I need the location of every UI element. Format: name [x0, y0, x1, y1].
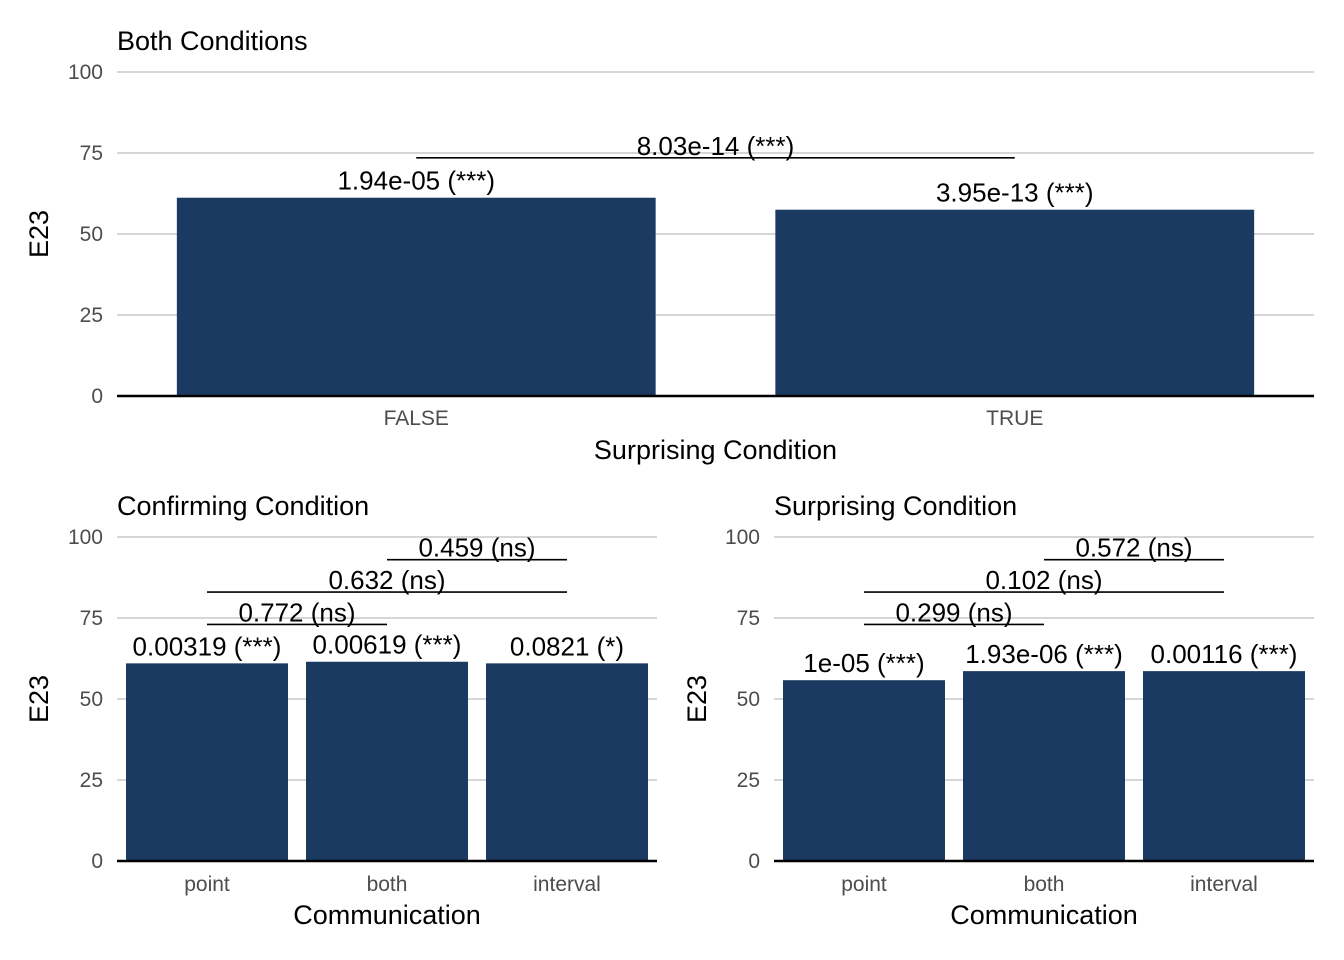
- x-tick-label: both: [367, 873, 408, 896]
- x-axis-title: Communication: [950, 900, 1138, 930]
- y-tick-label: 25: [80, 304, 103, 327]
- y-tick-label: 50: [80, 688, 103, 711]
- y-tick-label: 100: [725, 526, 760, 549]
- y-axis-title: E23: [24, 210, 54, 258]
- bar-value-label: 0.0821 (*): [510, 631, 624, 661]
- x-tick-label: both: [1024, 873, 1065, 896]
- x-tick-label: interval: [1190, 873, 1258, 896]
- comparison-label: 0.102 (ns): [985, 565, 1102, 595]
- bar-point: [783, 680, 945, 861]
- comparison-label: 0.772 (ns): [238, 597, 355, 627]
- comparison-label: 8.03e-14 (***): [637, 131, 795, 161]
- bar-value-label: 3.95e-13 (***): [936, 178, 1094, 208]
- bar-false: [176, 197, 656, 396]
- comparison-label: 0.459 (ns): [418, 533, 535, 563]
- y-tick-label: 75: [80, 142, 103, 165]
- y-tick-label: 25: [80, 769, 103, 792]
- x-tick-label: TRUE: [986, 407, 1043, 430]
- y-tick-label: 100: [68, 526, 103, 549]
- y-axis-title: E23: [24, 675, 54, 723]
- y-tick-label: 0: [91, 385, 103, 408]
- bar-value-label: 1e-05 (***): [803, 648, 924, 678]
- comparison-label: 0.299 (ns): [895, 597, 1012, 627]
- x-tick-label: interval: [533, 873, 601, 896]
- chart-title: Confirming Condition: [117, 491, 369, 521]
- bar-point: [126, 663, 288, 861]
- chart-panel-1: 0 25 50 75 100 1.94e-05 (***) 3.95e-13 (***) 8.…: [24, 26, 1314, 465]
- bar-value-label: 0.00319 (***): [133, 631, 282, 661]
- bar-value-label: 1.93e-06 (***): [965, 639, 1123, 669]
- y-axis-title: E23: [682, 675, 712, 723]
- x-tick-label: FALSE: [384, 407, 449, 430]
- chart-panel-2: 0 25 50 75 100 0.00319 (***) 0.00619 (***) 0.08…: [24, 491, 657, 930]
- chart-title: Surprising Condition: [774, 491, 1017, 521]
- y-tick-label: 0: [748, 850, 760, 873]
- comparison-label: 0.572 (ns): [1075, 533, 1192, 563]
- x-tick-label: point: [841, 873, 887, 896]
- chart-panel-3: 0 25 50 75 100 1e-05 (***) 1.93e-06 (***) 0.001…: [682, 491, 1314, 930]
- x-axis-title: Surprising Condition: [594, 435, 837, 465]
- chart-title: Both Conditions: [117, 26, 308, 56]
- comparison-label: 0.632 (ns): [328, 565, 445, 595]
- bar-value-label: 0.00619 (***): [313, 630, 462, 660]
- bar-both: [306, 661, 468, 861]
- y-tick-label: 50: [737, 688, 760, 711]
- y-tick-label: 75: [80, 607, 103, 630]
- bar-value-label: 0.00116 (***): [1151, 639, 1298, 669]
- x-tick-label: point: [184, 873, 230, 896]
- bar-both: [963, 671, 1125, 861]
- y-tick-label: 75: [737, 607, 760, 630]
- x-axis-title: Communication: [293, 900, 481, 930]
- y-tick-label: 50: [80, 223, 103, 246]
- y-tick-label: 0: [91, 850, 103, 873]
- bar-interval: [1143, 671, 1305, 861]
- y-tick-label: 100: [68, 61, 103, 84]
- bar-value-label: 1.94e-05 (***): [337, 166, 495, 196]
- y-tick-label: 25: [737, 769, 760, 792]
- bar-true: [775, 209, 1255, 396]
- bar-interval: [486, 663, 648, 861]
